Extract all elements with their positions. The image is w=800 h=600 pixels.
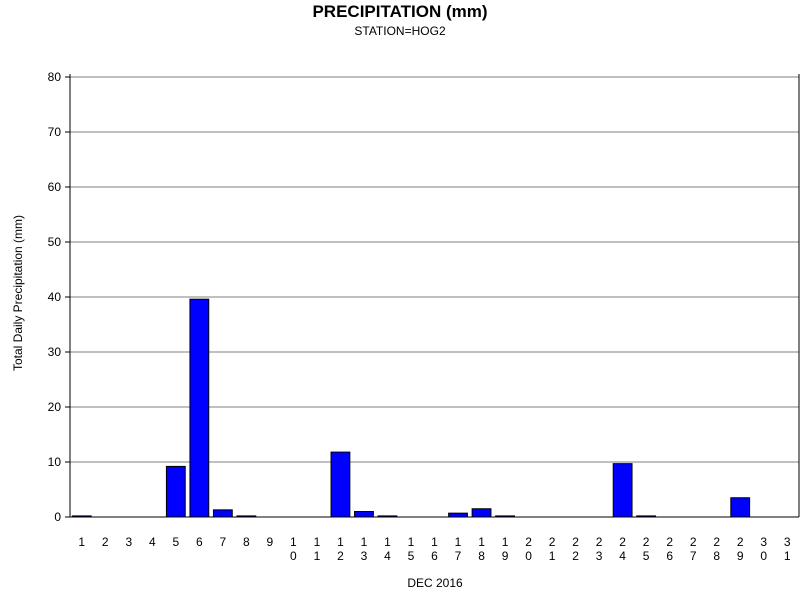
bar-6 [189,298,210,518]
chart-subtitle: STATION=HOG2 [354,24,446,38]
x-tick-label-2: 2 [102,535,109,549]
y-ticks: 0 10 20 30 40 50 60 70 80 [48,70,70,524]
y-tick-label: 60 [48,180,62,194]
y-tick-label: 80 [48,70,62,84]
bar-7 [212,509,233,518]
y-axis-label: Total Daily Precipitation (mm) [11,215,25,371]
bar-5 [165,465,186,518]
bar-29 [730,497,751,518]
axes [69,74,800,518]
x-tick-label-5: 5 [172,535,179,549]
x-tick-label-9: 9 [267,535,274,549]
x-axis-label: DEC 2016 [407,576,463,590]
x-tick-label-1: 1 [78,535,85,549]
chart-title: PRECIPITATION (mm) [312,2,488,21]
x-ticks: 1 2 3 4 5 6 7 8 9 1 01 11 21 31 41 51 61 71 81 92 02 12 22 32 42… [78,535,790,563]
bar-13 [354,511,374,518]
y-tick-label: 20 [48,400,62,414]
x-tick-label-3: 3 [125,535,132,549]
bars [71,298,751,518]
bar-24 [612,463,633,518]
y-tick-label: 30 [48,345,62,359]
x-tick-label-8: 8 [243,535,250,549]
x-tick-label-7: 7 [220,535,227,549]
bar-12 [330,451,351,518]
y-tick-label: 50 [48,235,62,249]
y-tick-label: 0 [54,510,61,524]
x-tick-label-6: 6 [196,535,203,549]
y-tick-label: 10 [48,455,62,469]
x-tick-label-4: 4 [149,535,156,549]
bar-17 [448,512,468,518]
grid-lines [70,76,799,463]
y-tick-label: 40 [48,290,62,304]
y-tick-label: 70 [48,125,62,139]
bar-18 [471,508,492,518]
